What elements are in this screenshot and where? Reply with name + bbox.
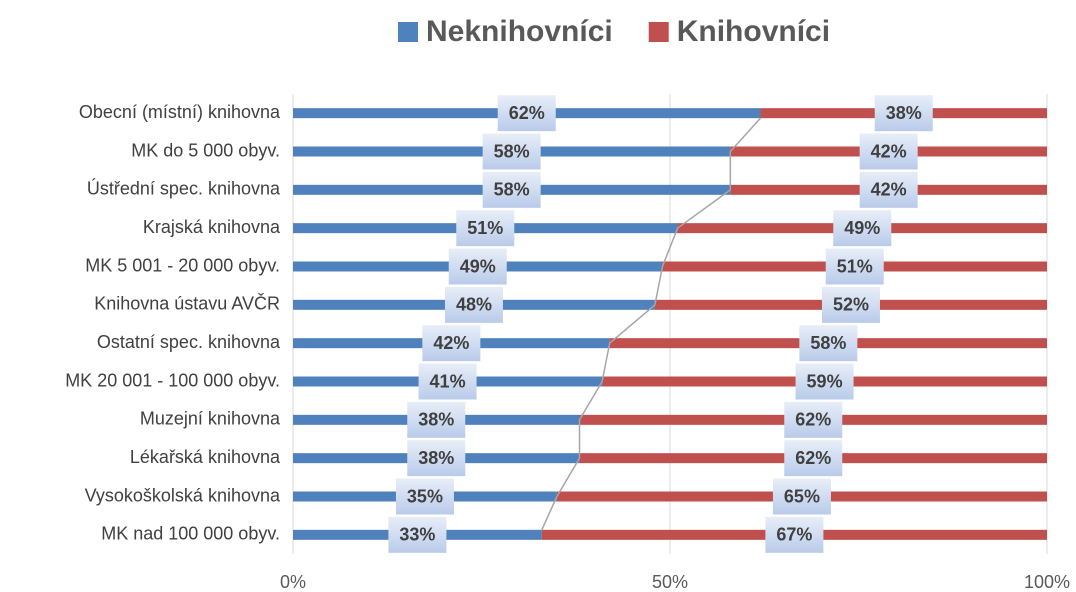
y-tick-label: Muzejní knihovna — [140, 409, 281, 429]
data-label: 62% — [795, 448, 831, 468]
x-tick-label: 50% — [652, 572, 688, 592]
data-label: 62% — [509, 103, 545, 123]
data-label: 48% — [456, 295, 492, 315]
data-label-box — [859, 171, 918, 208]
x-tick-label: 100% — [1024, 572, 1070, 592]
data-label-box — [784, 401, 843, 438]
data-label-box — [765, 516, 824, 553]
data-label: 51% — [467, 218, 503, 238]
data-label-box — [444, 286, 503, 323]
y-tick-label: MK 5 001 - 20 000 obyv. — [85, 255, 280, 275]
data-label: 42% — [433, 333, 469, 353]
data-label: 52% — [833, 295, 869, 315]
y-tick-label: Krajská knihovna — [143, 217, 281, 237]
legend-swatch — [398, 22, 418, 42]
data-label: 58% — [494, 180, 530, 200]
data-label: 33% — [399, 525, 435, 545]
data-label: 49% — [460, 256, 496, 276]
data-label-box — [407, 440, 466, 477]
data-label-box — [482, 133, 541, 170]
data-label-box — [874, 95, 933, 132]
data-label-box — [772, 478, 831, 515]
data-label: 58% — [494, 141, 530, 161]
data-label-box — [456, 210, 515, 247]
series-line — [541, 117, 762, 531]
x-tick-label: 0% — [280, 572, 306, 592]
data-label: 49% — [844, 218, 880, 238]
data-label: 58% — [810, 333, 846, 353]
data-label: 62% — [795, 410, 831, 430]
data-label: 41% — [430, 371, 466, 391]
y-tick-label: MK nad 100 000 obyv. — [101, 524, 280, 544]
data-label: 51% — [837, 256, 873, 276]
data-label: 38% — [418, 410, 454, 430]
y-tick-label: MK do 5 000 obyv. — [131, 140, 280, 160]
y-tick-label: MK 20 001 - 100 000 obyv. — [65, 370, 280, 390]
data-label: 67% — [776, 525, 812, 545]
data-label: 42% — [871, 180, 907, 200]
y-tick-label: Lékařská knihovna — [130, 447, 281, 467]
data-label-box — [784, 440, 843, 477]
y-tick-label: Ústřední spec. knihovna — [87, 178, 281, 199]
data-label-box — [799, 325, 858, 362]
data-label-box — [821, 286, 880, 323]
legend-label: Knihovníci — [677, 15, 830, 48]
data-label-box — [407, 401, 466, 438]
data-label-box — [497, 95, 556, 132]
data-label: 59% — [807, 371, 843, 391]
y-tick-label: Ostatní spec. knihovna — [97, 332, 281, 352]
data-label: 38% — [886, 103, 922, 123]
data-label: 65% — [784, 486, 820, 506]
y-tick-label: Knihovna ústavu AVČR — [94, 293, 280, 314]
data-label: 38% — [418, 448, 454, 468]
data-label-box — [395, 478, 454, 515]
y-tick-label: Vysokoškolská knihovna — [85, 485, 281, 505]
legend-label: Neknihovníci — [426, 15, 613, 48]
y-tick-label: Obecní (místní) knihovna — [79, 102, 281, 122]
data-label-box — [418, 363, 477, 400]
data-label-box — [795, 363, 854, 400]
data-label-box — [422, 325, 481, 362]
legend-swatch — [648, 22, 669, 42]
data-label-box — [448, 248, 507, 285]
data-label: 35% — [407, 486, 443, 506]
data-label-box — [833, 210, 892, 247]
data-label-box — [825, 248, 884, 285]
data-label-box — [859, 133, 918, 170]
data-label-box — [388, 516, 447, 553]
data-label: 42% — [871, 141, 907, 161]
data-label-box — [482, 171, 541, 208]
